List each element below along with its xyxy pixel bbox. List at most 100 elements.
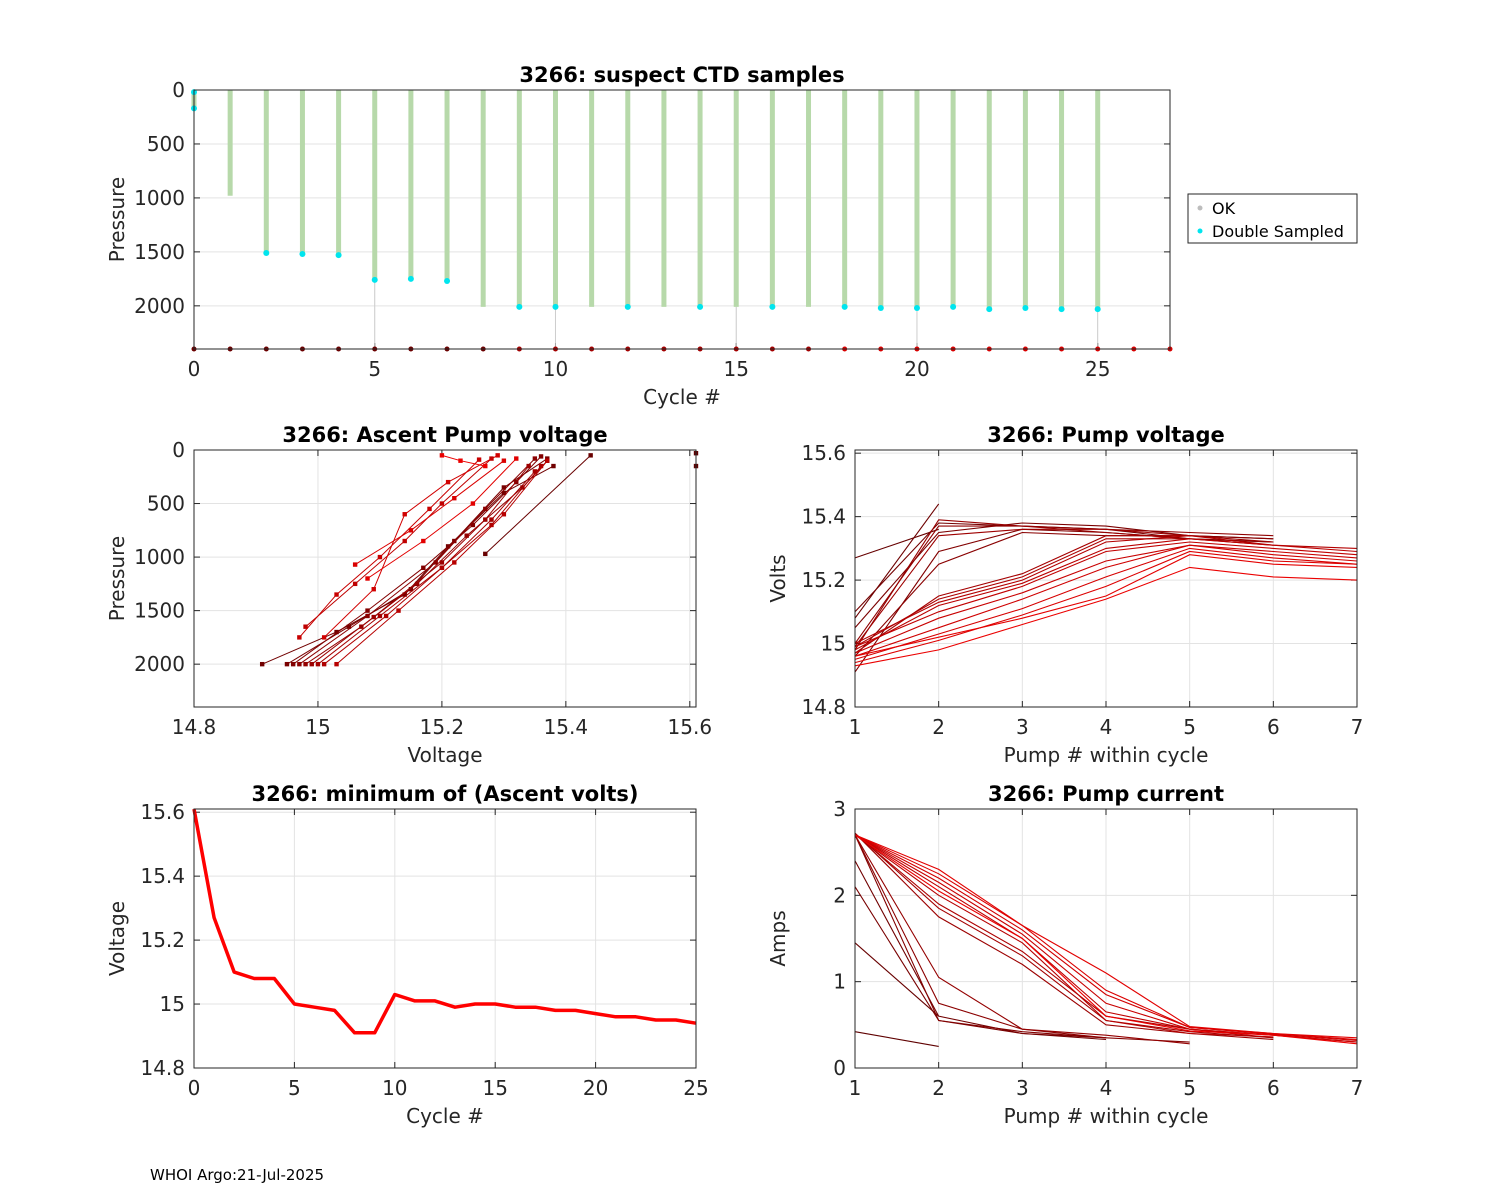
- series-point: [352, 581, 358, 587]
- x-tick-label: 6: [1267, 715, 1280, 739]
- series-point: [427, 506, 432, 512]
- chart-pumpv: 1 2 3 4 5 6 7 14.8 15 15.2 15.4 15.6 3266: Pump volt…: [766, 423, 1363, 767]
- series-point: [321, 635, 327, 640]
- double-sampled-point: [552, 303, 559, 310]
- double-sampled-point: [371, 276, 378, 283]
- double-sampled-point: [407, 275, 414, 282]
- y-tick-label: 15.4: [140, 864, 185, 888]
- series-point: [464, 533, 469, 538]
- x-tick-label: 5: [1183, 715, 1196, 739]
- legend-box: [1187, 193, 1358, 244]
- series-point: [334, 592, 339, 597]
- axes-frame: [193, 449, 697, 708]
- x-tick-label: 5: [1183, 1076, 1196, 1100]
- plot-area: [194, 809, 696, 1068]
- x-axis-label: Voltage: [407, 743, 482, 767]
- x-tick-label: 15: [305, 715, 330, 739]
- plot-marks: [191, 89, 1173, 352]
- series-point: [538, 454, 544, 459]
- series-line: [854, 566, 1358, 667]
- series-line: [484, 455, 591, 555]
- legend-marker-double: [1197, 228, 1203, 234]
- x-tick-label: 0: [188, 1076, 201, 1100]
- series-point: [297, 635, 302, 640]
- y-tick-label: 2: [833, 883, 846, 907]
- series-point: [421, 538, 426, 544]
- double-sampled-point: [913, 304, 920, 311]
- series-point: [334, 629, 339, 635]
- x-tick-label: 3: [1016, 715, 1029, 739]
- series-point: [334, 661, 339, 667]
- y-tick-label: 1000: [134, 545, 185, 569]
- y-tick-label: 1000: [134, 186, 185, 210]
- y-tick-label: 0: [172, 78, 185, 102]
- series-point: [545, 458, 550, 463]
- x-tick-label: 25: [683, 1076, 708, 1100]
- series-point: [445, 479, 451, 485]
- series-point: [439, 453, 445, 458]
- chart-title: 3266: Pump current: [988, 782, 1224, 806]
- series-point: [259, 661, 265, 667]
- series-point: [588, 453, 593, 458]
- y-tick-label: 500: [147, 492, 185, 516]
- chart-title: 3266: Ascent Pump voltage: [282, 423, 607, 447]
- x-tick-label: 6: [1267, 1076, 1280, 1100]
- series-line: [854, 544, 1358, 657]
- x-tick-label: 4: [1100, 1076, 1113, 1100]
- series-line: [854, 834, 1190, 1043]
- series-point: [489, 517, 494, 522]
- x-tick-label: 7: [1351, 1076, 1364, 1100]
- series-point: [365, 613, 370, 619]
- chart-title: 3266: Pump voltage: [987, 423, 1225, 447]
- x-axis-label: Pump # within cycle: [1004, 743, 1209, 767]
- series-point: [371, 587, 376, 592]
- x-tick-label: 4: [1100, 715, 1113, 739]
- series-point: [315, 661, 321, 667]
- y-tick-label: 3: [833, 797, 846, 821]
- plot-marks: [192, 808, 697, 1035]
- double-sampled-point: [1094, 306, 1101, 313]
- series-line: [854, 503, 940, 619]
- y-tick-label: 15.2: [801, 568, 846, 592]
- series-point: [383, 613, 389, 619]
- chart-minv: 0 5 10 15 20 25 14.8 15 15.2 15.4 15.6 3266: minimu…: [105, 782, 709, 1128]
- chart-ctd: 0 5 10 15 20 25 0 500 1000 1500 2000 3266: suspect …: [105, 63, 1358, 409]
- plot-marks: [854, 832, 1358, 1047]
- series-line: [854, 886, 1107, 1039]
- double-sampled-point: [299, 251, 306, 258]
- series-line: [854, 1031, 939, 1047]
- series-point: [526, 463, 531, 469]
- series-point: [489, 522, 494, 528]
- y-tick-label: 15.6: [140, 800, 185, 824]
- series-point: [402, 512, 407, 517]
- series-point: [470, 501, 476, 506]
- x-tick-label: 7: [1351, 715, 1364, 739]
- series-point: [551, 463, 556, 469]
- series-line: [854, 942, 940, 1017]
- axes-frame: [854, 808, 1358, 1069]
- series-point: [532, 456, 538, 461]
- series-point: [377, 613, 383, 619]
- legend: OK Double Sampled: [1187, 193, 1358, 244]
- x-tick-label: 20: [904, 357, 929, 381]
- double-sampled-point: [335, 252, 342, 259]
- x-tick-label: 5: [368, 357, 381, 381]
- axes-frame: [854, 449, 1358, 708]
- y-axis-label: Amps: [766, 910, 790, 966]
- series-line: [854, 547, 1358, 660]
- x-tick-label: 25: [1085, 357, 1110, 381]
- min-voltage-line: [192, 808, 697, 1035]
- y-tick-label: 15: [160, 992, 185, 1016]
- series-point: [439, 501, 445, 506]
- series-point: [538, 463, 544, 469]
- double-sampled-point: [877, 304, 884, 311]
- plot-area: [194, 450, 696, 707]
- series-line: [854, 550, 1358, 664]
- series-line: [854, 541, 1358, 648]
- y-tick-label: 15.2: [140, 928, 185, 952]
- double-sampled-point: [697, 303, 704, 310]
- series-point: [458, 458, 463, 463]
- y-tick-label: 1500: [134, 240, 185, 264]
